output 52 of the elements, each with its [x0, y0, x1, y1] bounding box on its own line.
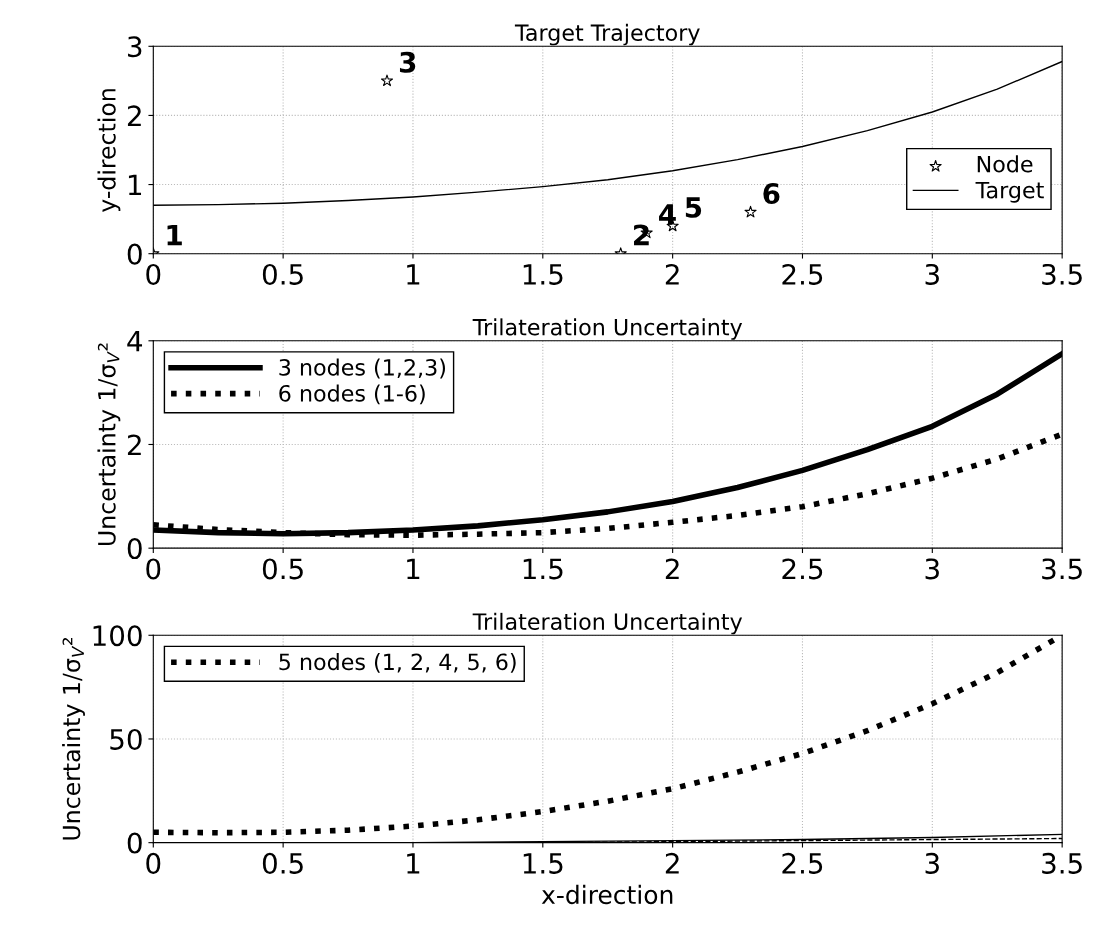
- y-tick-label: 0: [127, 832, 142, 854]
- annotation: 2: [634, 224, 649, 246]
- y-axis-title: y-direction: [97, 89, 121, 213]
- annotation: 4: [659, 204, 676, 225]
- x-tick-label: 0.5: [262, 852, 303, 874]
- y-tick-label: 0: [127, 243, 142, 265]
- y-tick-label: 0: [127, 538, 142, 560]
- y-tick-label: 50: [110, 728, 142, 750]
- legend-label: 6 nodes (1-6): [279, 384, 425, 405]
- y-tick-label: 4: [127, 331, 143, 352]
- y-axis-title: Uncertainty 1/σ$_{V}$²: [97, 343, 121, 546]
- x-tick-label: 0.5: [262, 558, 303, 580]
- x-tick-label: 3: [925, 852, 939, 874]
- x-tick-label: 0: [146, 558, 161, 580]
- y-tick-label: 100: [93, 625, 142, 647]
- y-tick-label: 2: [127, 434, 141, 456]
- x-tick-label: 3.5: [1042, 558, 1082, 580]
- x-tick-label: 1: [407, 264, 420, 285]
- x-tick-label: 3.5: [1042, 852, 1082, 874]
- chart-title: Trilateration Uncertainty: [472, 612, 743, 635]
- x-tick-label: 0: [146, 852, 161, 874]
- annotation: 5: [685, 197, 702, 218]
- x-tick-label: 2: [665, 558, 679, 579]
- x-tick-label: 1: [407, 853, 420, 874]
- y-tick-label: 2: [127, 105, 141, 126]
- x-tick-label: 0.5: [262, 263, 303, 285]
- annotation: 6: [763, 183, 780, 205]
- annotation: 1: [167, 224, 182, 246]
- x-tick-label: 2.5: [782, 558, 823, 580]
- y-tick-label: 1: [128, 174, 142, 196]
- legend-label: 5 nodes (1, 2, 4, 5, 6): [279, 653, 516, 673]
- x-tick-label: 2: [665, 263, 679, 285]
- chart-title: Target Trajectory: [514, 23, 700, 46]
- x-tick-label: 1: [407, 558, 420, 579]
- x-tick-label: 1.5: [523, 558, 563, 580]
- x-tick-label: 2.5: [782, 263, 823, 285]
- x-tick-label: 2.5: [782, 852, 823, 874]
- x-tick-label: 0: [146, 263, 161, 285]
- y-axis-title: Uncertainty 1/σ$_{V}$²: [62, 638, 85, 840]
- x-tick-label: 1.5: [523, 853, 563, 874]
- legend-label: Node: [977, 155, 1033, 173]
- x-tick-label: 1.5: [523, 264, 563, 285]
- annotation: 3: [399, 51, 416, 73]
- y-tick-label: 3: [128, 36, 142, 58]
- x-tick-label: 3: [925, 263, 939, 285]
- x-tick-label: 3.5: [1042, 263, 1082, 285]
- legend-label: Target: [975, 181, 1044, 203]
- chart-title: Trilateration Uncertainty: [472, 318, 743, 340]
- x-axis-title: x-direction: [541, 884, 673, 905]
- legend-label: 3 nodes (1,2,3): [279, 358, 446, 379]
- x-tick-label: 3: [925, 558, 939, 580]
- x-tick-label: 2: [665, 852, 679, 874]
